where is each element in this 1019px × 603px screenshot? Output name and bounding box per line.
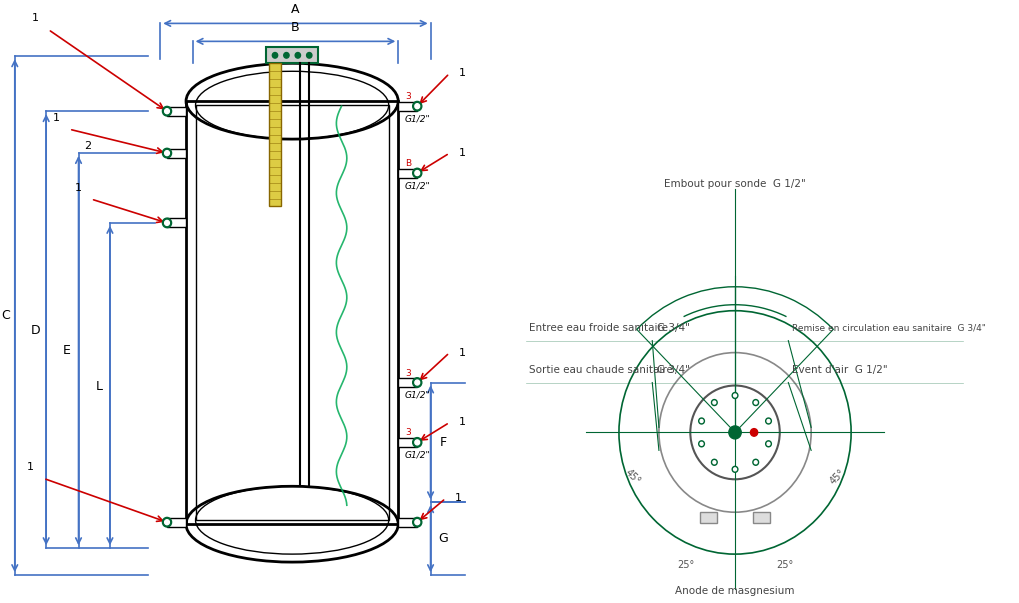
Circle shape — [734, 468, 737, 471]
Circle shape — [415, 440, 420, 445]
Text: 3: 3 — [405, 92, 411, 101]
Bar — [398, 438, 417, 447]
Circle shape — [296, 52, 301, 58]
Circle shape — [711, 459, 717, 466]
Text: 45°: 45° — [623, 467, 642, 486]
Text: F: F — [439, 436, 446, 449]
Text: 3: 3 — [405, 368, 411, 377]
Bar — [167, 218, 186, 227]
Circle shape — [162, 148, 171, 158]
Text: A: A — [291, 4, 300, 16]
Circle shape — [767, 443, 770, 445]
Circle shape — [733, 466, 738, 472]
Circle shape — [767, 420, 770, 423]
Text: C: C — [1, 309, 9, 322]
Text: 1: 1 — [32, 13, 39, 24]
Circle shape — [754, 401, 757, 404]
Circle shape — [162, 106, 171, 116]
Text: D: D — [31, 324, 41, 337]
Text: G1/2": G1/2" — [405, 114, 430, 123]
Circle shape — [729, 426, 741, 439]
Text: 25°: 25° — [677, 560, 694, 570]
Text: 1: 1 — [460, 347, 466, 358]
Bar — [753, 512, 770, 523]
Circle shape — [307, 52, 312, 58]
Circle shape — [700, 420, 703, 423]
Circle shape — [733, 393, 738, 399]
Circle shape — [162, 517, 171, 527]
Bar — [266, 48, 318, 63]
Circle shape — [272, 52, 277, 58]
Circle shape — [165, 109, 169, 114]
Circle shape — [753, 459, 758, 466]
Text: 3: 3 — [405, 428, 411, 437]
Circle shape — [713, 401, 715, 404]
Circle shape — [413, 517, 422, 527]
Bar — [398, 378, 417, 387]
Bar — [167, 518, 186, 526]
Circle shape — [765, 441, 771, 447]
Text: G: G — [438, 532, 447, 545]
Text: G1/2": G1/2" — [405, 391, 430, 400]
Text: 1: 1 — [455, 493, 463, 504]
Circle shape — [415, 171, 420, 175]
Text: 1: 1 — [460, 68, 466, 78]
Text: 2: 2 — [85, 141, 92, 151]
Circle shape — [283, 52, 289, 58]
Text: 1: 1 — [26, 463, 34, 472]
Text: E: E — [63, 344, 71, 357]
Circle shape — [413, 438, 422, 447]
Circle shape — [700, 443, 703, 445]
Circle shape — [711, 400, 717, 406]
Text: G1/2": G1/2" — [405, 181, 430, 190]
Text: Remise en circulation eau sanitaire  G 3/4": Remise en circulation eau sanitaire G 3/… — [792, 324, 986, 333]
Circle shape — [415, 380, 420, 385]
Bar — [167, 148, 186, 157]
Bar — [398, 102, 417, 111]
Text: L: L — [96, 380, 103, 393]
Bar — [269, 63, 280, 206]
Text: 1: 1 — [74, 183, 82, 193]
Circle shape — [765, 418, 771, 424]
Circle shape — [413, 101, 422, 111]
Bar — [398, 518, 417, 526]
Text: Event d'air  G 1/2": Event d'air G 1/2" — [792, 365, 888, 374]
Text: 45°: 45° — [828, 467, 848, 486]
Text: Entree eau froide sanitaire: Entree eau froide sanitaire — [529, 323, 667, 333]
Circle shape — [165, 221, 169, 226]
Circle shape — [699, 441, 704, 447]
Circle shape — [754, 461, 757, 464]
Text: 1: 1 — [460, 148, 466, 158]
Text: 1: 1 — [53, 113, 59, 123]
Circle shape — [415, 104, 420, 109]
Text: Sortie eau chaude sanitaire: Sortie eau chaude sanitaire — [529, 365, 673, 374]
Bar — [398, 169, 417, 177]
Circle shape — [734, 394, 737, 397]
Circle shape — [699, 418, 704, 424]
Bar — [700, 512, 717, 523]
Text: Anode de masgnesium: Anode de masgnesium — [676, 586, 795, 596]
Text: G 3/4": G 3/4" — [657, 323, 690, 333]
Circle shape — [165, 151, 169, 156]
Circle shape — [165, 520, 169, 525]
Circle shape — [162, 218, 171, 228]
Text: 25°: 25° — [775, 560, 793, 570]
Circle shape — [413, 377, 422, 387]
Circle shape — [753, 400, 758, 406]
Text: B: B — [405, 159, 411, 168]
Circle shape — [713, 461, 715, 464]
Text: G1/2": G1/2" — [405, 450, 430, 459]
Circle shape — [415, 520, 420, 525]
Bar — [167, 107, 186, 116]
Text: B: B — [291, 21, 300, 34]
Text: G 3/4": G 3/4" — [657, 365, 690, 374]
Circle shape — [413, 168, 422, 178]
Text: Embout pour sonde  G 1/2": Embout pour sonde G 1/2" — [664, 179, 806, 189]
Circle shape — [750, 429, 758, 436]
Text: 1: 1 — [460, 417, 466, 428]
